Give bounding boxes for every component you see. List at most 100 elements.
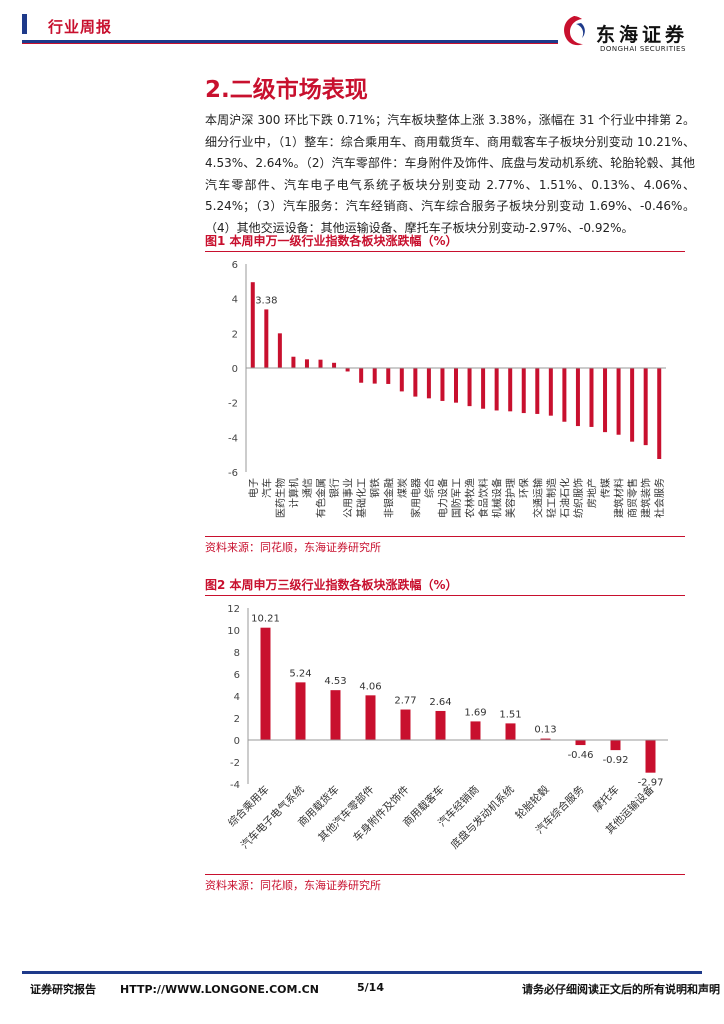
bar-交通运输	[535, 368, 540, 414]
category-label: 综合	[423, 478, 436, 498]
category-label: 银行	[328, 478, 341, 498]
category-label: 电力设备	[436, 478, 449, 518]
category-label: 煤炭	[396, 478, 409, 498]
body-paragraph: 本周沪深 300 环比下跌 0.71%；汽车板块整体上涨 3.38%，涨幅在 3…	[205, 113, 695, 235]
data-label: 10.21	[251, 614, 280, 625]
bar-其他运输设备	[645, 740, 656, 773]
category-label: 计算机	[287, 478, 300, 508]
footer-disclaimer: 请务必仔细阅读正文后的所有说明和声明	[522, 983, 720, 996]
y-tick-label: 2	[232, 329, 238, 340]
category-label: 食品饮料	[477, 478, 490, 518]
bar-汽车综合服务	[575, 740, 586, 746]
bar-传媒	[603, 368, 608, 433]
footer-divider	[22, 971, 702, 974]
bar-农林牧渔	[467, 368, 472, 407]
bar-食品饮料	[481, 368, 486, 409]
bar-其他汽车零部件	[365, 695, 376, 740]
y-tick-label: 12	[227, 604, 240, 615]
bar-国防军工	[454, 368, 458, 403]
y-tick-label: -2	[228, 399, 238, 410]
bar-有色金属	[318, 359, 323, 368]
y-tick-label: -4	[228, 433, 238, 444]
bar-商用载货车	[330, 690, 341, 740]
category-label: 通信	[302, 478, 314, 498]
footer-url-link[interactable]: HTTP://WWW.LONGONE.COM.CN	[120, 983, 319, 996]
data-label: 4.06	[359, 681, 381, 692]
category-label: 非银金融	[382, 478, 395, 518]
data-label: -0.92	[603, 755, 629, 766]
header-divider-red	[22, 43, 558, 44]
category-label: 公用事业	[342, 478, 355, 518]
bar-机械设备	[494, 368, 499, 411]
data-label: 0.13	[534, 725, 556, 736]
y-tick-label: 0	[234, 736, 240, 747]
bar-计算机	[291, 356, 296, 368]
category-label: 农林牧渔	[464, 478, 477, 518]
bar-家用电器	[413, 368, 418, 397]
figure2-source: 资料来源：同花顺，东海证券研究所	[205, 879, 381, 892]
category-label: 交通运输	[531, 478, 544, 518]
bar-综合	[426, 368, 431, 399]
bar-电力设备	[440, 368, 445, 401]
y-tick-label: 6	[232, 260, 238, 271]
logo-english-name: DONGHAI SECURITIES	[600, 45, 686, 53]
bar-车身附件及饰件	[400, 709, 411, 740]
category-label: 国防军工	[450, 478, 463, 518]
data-label: 2.64	[429, 697, 451, 708]
data-label: 2.77	[394, 696, 416, 707]
bar-摩托车	[610, 740, 621, 751]
header-divider	[22, 40, 558, 43]
bar-轻工制造	[548, 368, 553, 416]
y-tick-label: 8	[234, 648, 240, 659]
bar-房地产	[589, 368, 594, 427]
bar-基础化工	[359, 368, 364, 383]
category-label: 摩托车	[590, 783, 621, 814]
data-label: -0.46	[568, 750, 594, 761]
category-label: 建筑材料	[613, 478, 626, 518]
data-label: 1.51	[499, 709, 521, 720]
category-label: 家用电器	[409, 478, 422, 518]
data-label: -2.97	[638, 778, 664, 789]
y-tick-label: 4	[232, 295, 238, 306]
figure2-title: 图2 本周申万三级行业指数各板块涨跌幅（%）	[205, 578, 458, 592]
data-label: 3.38	[255, 295, 277, 306]
category-label: 医药生物	[274, 478, 287, 518]
footer-report-label: 证券研究报告	[30, 983, 96, 996]
figure2-bottom-rule	[205, 874, 685, 875]
donghai-logo-icon	[564, 16, 585, 46]
bar-环保	[521, 368, 526, 414]
category-label: 石油石化	[558, 478, 571, 518]
category-label: 汽车	[260, 478, 273, 498]
category-label: 环保	[518, 478, 531, 498]
bar-纺织服饰	[575, 368, 580, 427]
section-title: 2.二级市场表现	[205, 77, 368, 103]
bar-建筑装饰	[643, 368, 648, 446]
category-label: 电子	[247, 478, 260, 498]
report-type-tag: 行业周报	[48, 18, 113, 36]
header-accent-bar	[22, 14, 27, 34]
figure2-chart: 121086420-2-4综合乘用车10.21汽车电子电气系统5.24商用载货车…	[225, 604, 668, 852]
y-tick-label: 4	[234, 692, 240, 703]
logo-chinese-name: 东海证券	[596, 24, 689, 46]
bar-轮胎轮毂	[540, 738, 551, 740]
bar-石油石化	[562, 368, 567, 422]
bar-煤炭	[399, 368, 404, 392]
bar-汽车经销商	[470, 721, 481, 740]
bar-银行	[332, 362, 337, 368]
category-label: 纺织服饰	[572, 478, 585, 518]
bar-商用载客车	[435, 710, 446, 740]
y-tick-label: -2	[230, 758, 240, 769]
category-label: 基础化工	[355, 478, 368, 518]
category-label: 底盘与发动机系统	[448, 783, 517, 852]
figure1-top-rule	[205, 251, 685, 252]
bar-汽车	[264, 309, 269, 368]
y-tick-label: -4	[230, 780, 240, 791]
figure1-title: 图1 本周申万一级行业指数各板块涨跌幅（%）	[205, 234, 458, 248]
category-label: 机械设备	[491, 478, 504, 518]
bar-汽车电子电气系统	[295, 682, 306, 740]
bar-通信	[304, 359, 309, 368]
y-tick-label: -6	[228, 468, 238, 479]
bar-社会服务	[657, 368, 662, 459]
figure1-source: 资料来源：同花顺，东海证券研究所	[205, 541, 381, 554]
data-label: 4.53	[324, 676, 346, 687]
